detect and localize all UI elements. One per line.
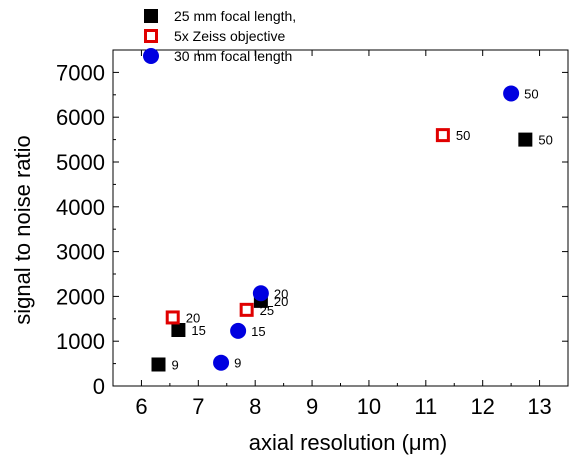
data-point-label: 15 bbox=[191, 323, 205, 338]
x-tick-label: 8 bbox=[249, 394, 261, 419]
x-tick-label: 12 bbox=[470, 394, 494, 419]
data-point-label: 20 bbox=[186, 310, 200, 325]
data-point-label: 50 bbox=[456, 128, 470, 143]
data-point bbox=[213, 354, 230, 371]
x-tick-label: 11 bbox=[414, 394, 437, 419]
y-tick-label: 2000 bbox=[56, 284, 105, 309]
legend-marker bbox=[144, 29, 158, 43]
data-point bbox=[151, 357, 166, 372]
x-tick-label: 6 bbox=[135, 394, 147, 419]
x-tick-label: 7 bbox=[192, 394, 204, 419]
y-axis-title: signal to noise ratio bbox=[10, 135, 35, 325]
data-point-label: 50 bbox=[538, 133, 552, 148]
legend-marker bbox=[144, 9, 158, 23]
y-axis-ticks: 0 1000 2000 3000 4000 5000 6000 7000 bbox=[56, 60, 568, 399]
data-point bbox=[252, 285, 269, 302]
data-point-label: 20 bbox=[274, 294, 288, 309]
legend-marker bbox=[143, 48, 159, 64]
data-point-label: 25 bbox=[260, 303, 274, 318]
data-point bbox=[165, 310, 180, 325]
x-tick-label: 13 bbox=[527, 394, 551, 419]
x-tick-label: 9 bbox=[306, 394, 318, 419]
y-tick-label: 3000 bbox=[56, 240, 105, 265]
y-tick-label: 0 bbox=[93, 374, 105, 399]
data-point-label: 50 bbox=[524, 86, 538, 101]
data-point-label: 15 bbox=[251, 324, 265, 339]
data-point-label: 9 bbox=[172, 357, 179, 372]
data-point bbox=[171, 323, 186, 337]
data-point bbox=[239, 302, 254, 317]
legend-entry-label: 5x Zeiss objective bbox=[174, 28, 285, 44]
data-point-label: 20 bbox=[274, 286, 288, 301]
legend-entry-label: 30 mm focal length bbox=[174, 48, 292, 64]
y-tick-label: 4000 bbox=[56, 195, 105, 220]
x-axis-ticks: 6 7 8 9 10 11 12 13 bbox=[112, 50, 552, 419]
x-axis-title: axial resolution (μm) bbox=[249, 430, 448, 455]
data-point bbox=[230, 322, 247, 339]
data-point bbox=[503, 85, 520, 102]
data-point-label: 9 bbox=[234, 356, 241, 371]
y-tick-label: 1000 bbox=[56, 329, 105, 354]
legend-entry-label: 25 mm focal length, bbox=[174, 8, 296, 24]
data-point bbox=[435, 128, 450, 143]
data-point bbox=[518, 132, 533, 147]
y-tick-label: 5000 bbox=[56, 150, 105, 175]
x-tick-label: 10 bbox=[357, 394, 381, 419]
y-tick-label: 7000 bbox=[56, 60, 105, 85]
legend: 25 mm focal length, 5x Zeiss objective 30 … bbox=[143, 8, 296, 64]
y-tick-label: 6000 bbox=[56, 105, 105, 130]
